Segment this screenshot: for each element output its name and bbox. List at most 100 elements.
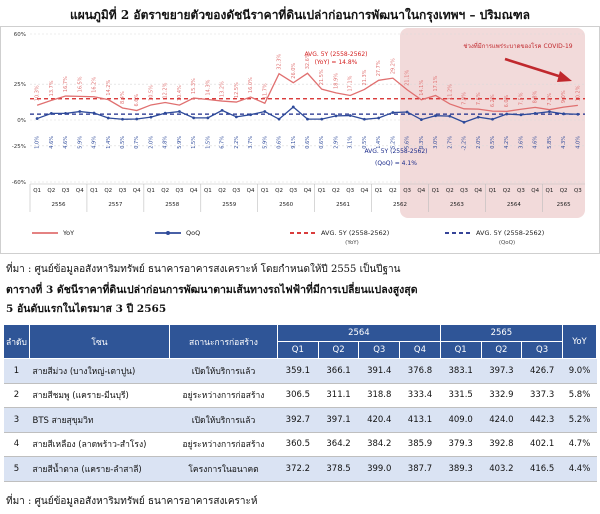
yoy-data-label: 13.7% [49,80,55,96]
covid-note: ช่วงที่มีการแพร่ระบาดของโรค COVID-19 [463,42,572,50]
qoq-point [419,118,423,121]
qoq-point [78,110,82,113]
qoq-point [405,110,409,114]
year-label: 2564 [507,202,521,208]
index-cell: 399.0 [358,456,400,482]
rank-cell: 1 [3,358,30,384]
status-cell: อยู่ระหว่างการก่อสร้าง [169,432,278,457]
header-quarter: Q4 [399,341,441,359]
index-cell: 372.2 [277,456,319,482]
yoy-data-label: 6.0% [504,94,510,107]
qoq-point [363,117,366,121]
qoq-point [533,112,537,115]
qoq-point [519,113,523,117]
yoy-data-label: 6.6% [134,94,140,107]
yoy-cell: 4.4% [562,456,597,482]
qoq-point [434,114,437,118]
qoq-data-label: 9.1% [291,136,297,149]
qoq-point [135,117,139,121]
yoy-data-label: 7.2% [547,93,553,106]
legend-label: AVG. 5Y (2558-2562) [321,229,389,237]
index-cell: 360.5 [277,432,319,457]
x-tick-label: Q1 [204,188,212,194]
qoq-point [348,114,352,117]
qoq-data-label: 1.5% [205,136,211,149]
x-tick-label: Q1 [375,188,383,194]
index-cell: 384.2 [358,432,400,457]
qoq-point [576,112,580,116]
status-cell: โครงการในอนาคต [169,456,278,482]
rank-cell: 3 [3,407,30,433]
yoy-data-label: 16.2% [92,77,98,93]
x-tick-label: Q3 [403,188,411,194]
header-quarter: Q1 [277,341,319,359]
index-cell: 424.0 [481,407,522,433]
qoq-data-label: 5.6% [405,136,411,149]
header-yoy: YoY [562,324,597,359]
header-year-2564: 2564 [277,324,441,342]
legend-label: QoQ [186,229,200,237]
covid-trend-arrowhead [557,71,572,82]
index-cell: 392.8 [481,432,522,457]
qoq-data-label: 3.0% [433,136,439,149]
header-quarter: Q2 [480,341,523,359]
index-cell: 379.3 [440,432,482,457]
index-cell: 391.4 [358,358,400,384]
index-cell: 389.3 [440,456,482,482]
qoq-data-label: 4.0% [575,136,581,149]
qoq-data-label: 0.6% [319,136,325,149]
yoy-data-label: 11.2% [447,84,453,100]
index-cell: 387.7 [399,456,441,482]
qoq-data-label: 2.0% [476,136,482,149]
index-cell: 332.9 [481,383,522,408]
avg-yoy-label: AVG. 5Y (2558-2562) [304,51,367,58]
x-tick-label: Q4 [474,188,482,194]
route-cell: สายสีชมพู (แคราย-มีนบุรี) [29,383,170,408]
qoq-point [476,115,480,119]
qoq-data-label: 3.1% [348,136,354,149]
qoq-data-label: 4.2% [504,136,510,149]
status-cell: เปิดให้บริการแล้ว [169,358,278,384]
qoq-data-label: 1.4% [376,136,382,149]
qoq-data-label: 0.5% [362,136,368,149]
yoy-data-label: 8.8% [533,90,539,103]
legend-label: AVG. 5Y (2558-2562) [476,229,544,237]
yoy-data-label: 21.3% [362,69,368,85]
qoq-data-label: 5.8% [547,136,553,149]
avg-yoy-value-label: (YoY) = 14.8% [315,59,358,66]
legend-label: YoY [62,229,74,237]
header-year-2565: 2565 [439,324,564,342]
qoq-point [491,117,494,121]
qoq-point [178,110,181,113]
qoq-data-label: 2.2% [234,136,240,149]
qoq-data-label: 2.9% [333,136,339,149]
yoy-data-label: 21.1% [405,70,411,86]
x-tick-label: Q1 [33,188,41,194]
x-tick-label: Q4 [76,188,84,194]
x-tick-label: Q1 [318,188,326,194]
y-tick-label: 0% [17,118,26,124]
index-cell: 337.3 [521,383,563,408]
yoy-data-label: 10.2% [575,85,581,101]
qoq-data-label: 5.9% [77,136,83,149]
table-row: 1 สายสีม่วง (บางใหญ่-เตาปูน) เปิดให้บริการ… [3,358,597,384]
yoy-data-label: 16.0% [248,77,254,93]
x-tick-label: Q4 [133,188,141,194]
x-tick-label: Q2 [47,188,55,194]
x-tick-label: Q4 [247,188,255,194]
header-quarter: Q1 [439,341,482,359]
index-cell: 366.1 [318,358,359,384]
x-tick-label: Q2 [503,188,511,194]
index-cell: 409.0 [440,407,482,433]
x-tick-label: Q3 [574,188,582,194]
index-cell: 426.7 [521,358,563,384]
yoy-data-label: 12.5% [234,82,240,98]
x-tick-label: Q2 [161,188,169,194]
qoq-point [49,112,53,115]
x-tick-label: Q1 [432,188,440,194]
rank-cell: 4 [3,432,30,457]
qoq-data-label: 4.9% [92,136,98,149]
yoy-data-label: 7.8% [462,92,468,105]
qoq-point [234,115,238,119]
y-tick-label: 60% [14,32,26,38]
